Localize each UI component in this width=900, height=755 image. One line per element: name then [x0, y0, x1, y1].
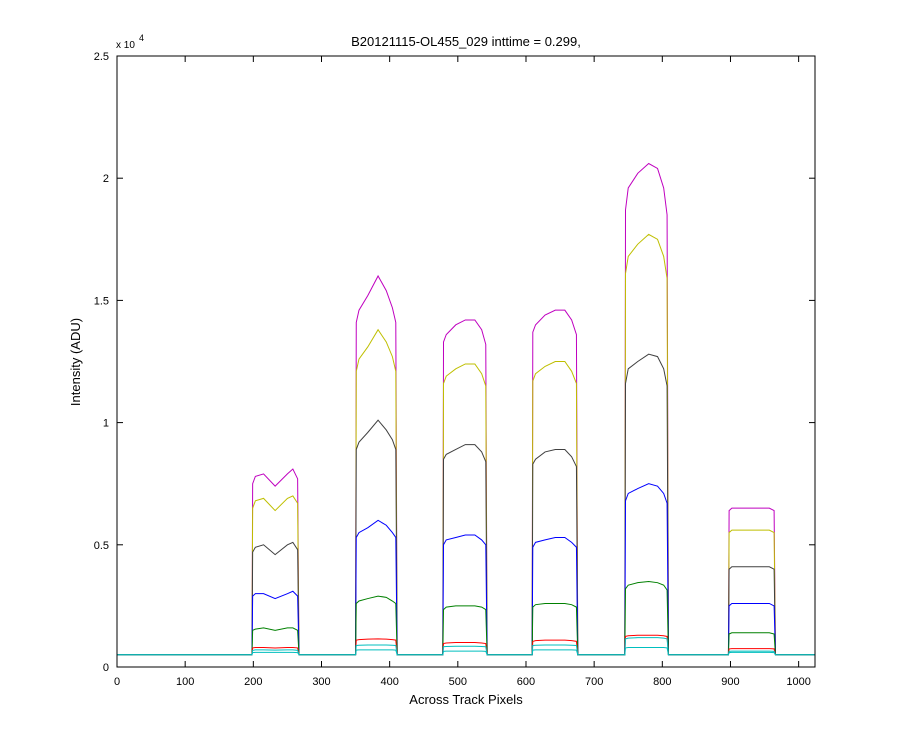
x-tick-label: 200 [244, 676, 262, 688]
y-tick-label: 2 [103, 173, 109, 185]
x-tick-label: 400 [380, 676, 398, 688]
x-axis-label: Across Track Pixels [409, 692, 523, 707]
y-tick-label: 1 [103, 418, 109, 430]
x-tick-label: 800 [653, 676, 671, 688]
chart-title: B20121115-OL455_029 inttime = 0.299, [351, 34, 581, 49]
axes-box [116, 55, 816, 668]
y-tick-label: 0 [103, 662, 109, 674]
x-tick-label: 900 [721, 676, 739, 688]
x-tick-label: 0 [114, 676, 120, 688]
y-tick-label: 2.5 [94, 51, 109, 63]
x-tick-label: 600 [517, 676, 535, 688]
x-tick-label: 500 [449, 676, 467, 688]
y-multiplier: x 10 [116, 40, 135, 51]
x-tick-label: 100 [176, 676, 194, 688]
y-axis-label: Intensity (ADU) [68, 318, 83, 406]
y-tick-label: 1.5 [94, 295, 109, 307]
x-tick-label: 300 [312, 676, 330, 688]
y-tick-label: 0.5 [94, 540, 109, 552]
x-tick-label: 1000 [786, 676, 810, 688]
x-tick-label: 700 [585, 676, 603, 688]
data-line [117, 646, 815, 656]
y-multiplier-exponent: 4 [139, 33, 144, 43]
